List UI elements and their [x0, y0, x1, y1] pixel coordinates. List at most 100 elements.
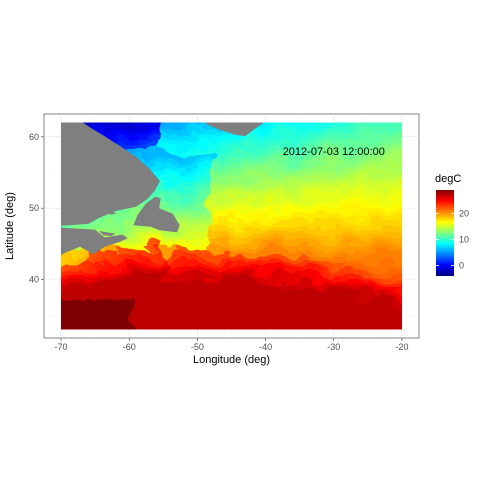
sst-cell — [338, 213, 347, 221]
sst-cell — [140, 269, 149, 276]
sst-cell — [185, 293, 195, 301]
sst-cell — [254, 188, 263, 196]
sst-cell — [292, 182, 301, 190]
sst-cell — [201, 312, 210, 320]
sst-cell — [117, 139, 126, 147]
sst-cell — [216, 182, 225, 190]
sst-cell — [94, 306, 103, 314]
sst-cell — [345, 139, 354, 147]
sst-cell — [140, 103, 148, 110]
sst-cell — [277, 244, 286, 252]
sst-cell — [185, 182, 195, 190]
sst-cell — [147, 139, 156, 147]
sst-cell — [117, 244, 126, 252]
sst-cell — [239, 343, 247, 350]
sst-cell — [322, 281, 332, 289]
sst-cell — [162, 145, 172, 153]
sst-cell — [292, 151, 301, 159]
sst-cell — [254, 281, 263, 289]
sst-cell — [277, 133, 286, 141]
sst-cell — [338, 176, 347, 184]
sst-cell — [64, 103, 72, 110]
sst-cell — [292, 213, 301, 221]
sst-cell — [201, 256, 210, 264]
sst-cell — [132, 256, 141, 264]
sst-cell — [170, 244, 179, 252]
sst-cell — [322, 195, 332, 202]
sst-cell — [353, 122, 362, 128]
sst-cell — [208, 207, 217, 215]
sst-cell — [178, 145, 187, 153]
sst-cell — [63, 318, 73, 326]
sst-cell — [269, 151, 278, 159]
sst-cell — [239, 182, 248, 190]
sst-cell — [322, 324, 332, 330]
sst-cell — [322, 244, 332, 252]
sst-cell — [322, 232, 332, 239]
sst-cell — [71, 269, 80, 276]
sst-cell — [345, 324, 354, 330]
sst-cell — [124, 232, 134, 239]
sst-cell — [231, 312, 240, 320]
sst-cell — [216, 250, 225, 258]
sst-cell — [72, 103, 80, 110]
sst-cell — [117, 133, 126, 141]
sst-cell — [307, 244, 316, 252]
sst-cell — [208, 195, 217, 202]
sst-cell — [383, 219, 393, 227]
sst-cell — [147, 250, 156, 258]
sst-cell — [224, 343, 232, 350]
sst-cell — [63, 281, 73, 289]
sst-cell — [254, 287, 263, 295]
sst-cell — [322, 188, 332, 196]
sst-cell — [261, 250, 271, 258]
sst-cell — [292, 176, 301, 184]
sst-cell — [162, 170, 172, 178]
sst-cell — [261, 293, 271, 301]
sst-cell — [384, 103, 392, 110]
sst-cell — [178, 238, 187, 246]
sst-cell — [178, 318, 187, 326]
sst-cell — [61, 287, 65, 295]
sst-cell — [147, 275, 156, 283]
legend-ticks: 0 10 20 — [436, 208, 469, 271]
sst-cell — [155, 151, 164, 159]
sst-cell — [353, 287, 362, 295]
sst-cell — [254, 139, 263, 147]
sst-cell — [399, 176, 402, 184]
sst-cell — [338, 232, 347, 239]
sst-cell — [269, 324, 278, 330]
sst-cell — [124, 324, 134, 330]
sst-cell — [132, 306, 141, 314]
sst-cell — [345, 293, 354, 301]
sst-cell — [208, 275, 217, 283]
sst-cell — [376, 263, 385, 270]
sst-cell — [216, 256, 225, 264]
sst-cell — [284, 133, 294, 141]
sst-cell — [178, 127, 187, 135]
sst-cell — [193, 188, 202, 196]
sst-cell — [368, 312, 377, 320]
sst-cell — [61, 275, 65, 283]
sst-cell — [284, 127, 294, 135]
sst-cell — [376, 238, 385, 246]
sst-cell — [124, 133, 134, 141]
sst-cell — [101, 300, 111, 307]
sst-cell — [223, 250, 233, 258]
sst-cell — [216, 164, 225, 172]
sst-cell — [239, 287, 248, 295]
sst-cell — [223, 238, 233, 246]
sst-cell — [368, 318, 377, 326]
sst-cell — [300, 293, 309, 301]
sst-cell — [254, 318, 263, 326]
sst-cell — [178, 293, 187, 301]
sst-cell — [232, 343, 240, 350]
sst-cell — [391, 195, 400, 202]
sst-cell — [353, 250, 362, 258]
sst-cell — [178, 287, 187, 295]
sst-cell — [63, 256, 73, 264]
sst-cell — [109, 300, 118, 307]
sst-cell — [376, 145, 385, 153]
sst-cell — [338, 195, 347, 202]
